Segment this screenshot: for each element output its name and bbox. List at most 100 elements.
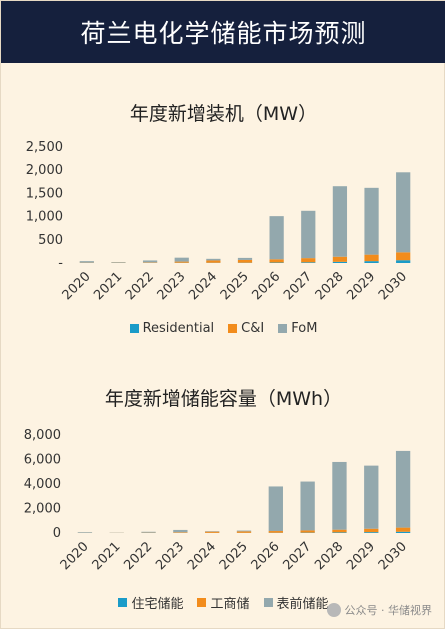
x-tick-label: 2022: [121, 539, 155, 573]
legend-item: 住宅储能: [118, 593, 183, 612]
y-tick-label: 4,000: [24, 477, 61, 492]
x-tick-label: 2030: [376, 269, 410, 303]
legend-swatch: [228, 324, 238, 333]
chart-energy-capacity: 02,0004,0006,0008,0002020202120222023202…: [24, 428, 411, 573]
y-tick-label: 1,500: [26, 186, 63, 201]
bar-2027-series-2: [301, 210, 316, 259]
bar-2022-series-2: [142, 260, 158, 263]
bar-2026-series-2: [268, 486, 283, 532]
watermark: 公众号 · 华储视界: [326, 602, 433, 618]
bar-2025-series-1: [236, 531, 252, 533]
legend-item: FoM: [278, 321, 317, 336]
x-tick-label: 2027: [280, 539, 314, 573]
y-tick-label: 0: [53, 526, 61, 541]
y-tick-label: 2,000: [24, 502, 61, 517]
y-tick-label: 500: [38, 233, 63, 248]
bar-2029-series-2: [364, 187, 379, 255]
legend-energy-capacity: 住宅储能 工商储 表前储能: [1, 593, 445, 612]
x-tick-label: 2025: [218, 269, 252, 303]
x-tick-label: 2028: [312, 539, 346, 573]
legend-installed-power: Residential C&I FoM: [1, 321, 445, 336]
bar-2028-series-1: [332, 256, 348, 262]
x-tick-label: 2029: [344, 269, 378, 303]
x-tick-label: 2021: [91, 269, 125, 303]
bar-2029-series-1: [364, 528, 379, 533]
x-tick-label: 2023: [153, 539, 187, 573]
bar-2028-series-1: [332, 529, 347, 533]
bar-2030-series-0: [396, 260, 411, 263]
bar-2020-series-2: [77, 532, 93, 533]
legend-label: 住宅储能: [131, 597, 184, 612]
legend-label: 工商储: [210, 597, 250, 612]
bar-2027-series-1: [301, 258, 316, 263]
legend-item: 工商储: [197, 593, 250, 612]
y-tick-label: 8,000: [24, 428, 61, 443]
x-tick-label: 2022: [123, 269, 157, 303]
bar-2026-series-2: [269, 216, 284, 260]
bar-2028-series-0: [332, 261, 348, 263]
bar-2030-series-1: [396, 252, 411, 261]
x-tick-label: 2030: [376, 539, 410, 573]
legend-label: FoM: [291, 321, 318, 336]
x-tick-label: 2029: [344, 539, 378, 573]
legend-swatch: [197, 598, 207, 607]
bar-2026-series-1: [268, 531, 283, 533]
x-tick-label: 2026: [249, 269, 283, 303]
bar-2023-series-1: [174, 261, 189, 263]
x-tick-label: 2025: [217, 539, 251, 573]
x-tick-label: 2021: [90, 539, 124, 573]
y-tick-label: 6,000: [24, 453, 61, 468]
y-tick-label: 1,000: [26, 210, 63, 225]
bar-2027-series-0: [301, 262, 316, 263]
bar-2022-series-2: [141, 531, 156, 533]
bar-2030-series-2: [395, 450, 411, 528]
chart-installed-power: - 500 1,000 1,500 2,000 2,500 2020202120222023…: [26, 140, 411, 303]
page-title: 荷兰电化学储能市场预测: [80, 19, 367, 48]
bar-2027-series-2: [300, 481, 315, 531]
bar-2024-series-2: [206, 258, 221, 261]
page-banner: 荷兰电化学储能市场预测: [1, 1, 445, 63]
bar-2026-series-1: [269, 259, 284, 263]
x-tick-label: 2026: [249, 539, 283, 573]
bar-2025-series-1: [237, 259, 253, 263]
bar-2028-series-2: [332, 186, 348, 257]
bar-2029-series-1: [364, 254, 379, 262]
legend-label: Residential: [142, 321, 215, 336]
y-tick-label: 2,000: [26, 163, 63, 178]
chart-title-installed-power: 年度新增装机（MW）: [129, 103, 318, 125]
bar-2020-series-2: [79, 261, 94, 263]
bar-2030-series-1: [395, 527, 411, 532]
legend-swatch: [263, 598, 273, 607]
bar-2027-series-1: [300, 530, 315, 533]
bar-2030-series-2: [396, 172, 411, 253]
x-tick-label: 2024: [185, 539, 219, 573]
x-tick-label: 2027: [281, 269, 315, 303]
watermark-text: 公众号 · 华储视界: [344, 604, 433, 617]
legend-label: 表前储能: [276, 597, 329, 612]
legend-swatch: [129, 324, 139, 333]
wechat-icon: [326, 603, 341, 617]
legend-swatch: [118, 598, 128, 607]
y-tick-label: 2,500: [26, 140, 63, 155]
legend-label: C&I: [241, 321, 265, 336]
bar-2029-series-0: [364, 532, 379, 533]
y-tick-label: -: [58, 256, 63, 271]
bar-2025-series-2: [236, 530, 252, 532]
bar-2028-series-2: [332, 461, 347, 530]
bar-2029-series-0: [364, 261, 379, 263]
bar-2023-series-1: [173, 532, 188, 533]
legend-item: Residential: [129, 321, 215, 336]
legend-swatch: [278, 324, 288, 333]
bar-2021-series-2: [111, 262, 126, 263]
bar-2023-series-2: [173, 529, 188, 533]
bar-2024-series-1: [205, 531, 220, 533]
legend-item: C&I: [228, 321, 264, 336]
x-tick-label: 2024: [186, 269, 220, 303]
x-tick-label: 2023: [155, 269, 189, 303]
x-tick-label: 2020: [60, 269, 94, 303]
bar-2028-series-0: [332, 532, 347, 533]
x-tick-label: 2028: [313, 269, 347, 303]
bar-2023-series-2: [174, 257, 189, 262]
chart-title-energy-capacity: 年度新增储能容量（MWh）: [104, 388, 343, 410]
